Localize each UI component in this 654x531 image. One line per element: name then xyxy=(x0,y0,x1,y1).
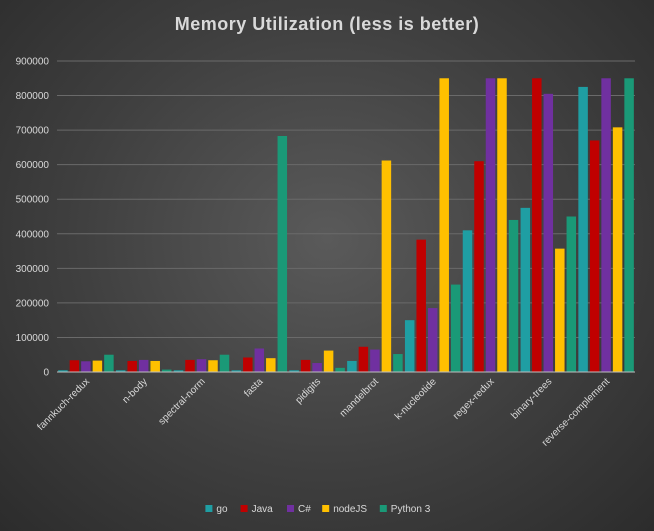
x-tick-label: k-nucleotide xyxy=(393,376,439,422)
bar-c#-reverse-complement xyxy=(601,78,611,373)
legend-swatch xyxy=(322,505,330,512)
x-tick-label: regex-redux xyxy=(451,376,497,422)
legend-label: Python 3 xyxy=(391,504,431,515)
bar-java-pidigits xyxy=(300,359,311,372)
y-tick-label: 200000 xyxy=(16,298,50,309)
chart-title: Memory Utilization (less is better) xyxy=(175,14,480,34)
y-tick-label: 600000 xyxy=(16,160,50,171)
x-axis-ticks: fannkuch-redux n-body spectral-norm fasta pi… xyxy=(35,376,612,449)
bar-java-n-body xyxy=(127,360,137,372)
x-tick-label: mandelbrot xyxy=(338,376,381,419)
bar-python-3-pidigits xyxy=(335,367,345,372)
legend-label: Java xyxy=(252,504,274,515)
bar-nodejs-fannkuch-redux xyxy=(92,360,103,372)
bar-c#-pidigits xyxy=(312,363,322,372)
bar-nodejs-reverse-complement xyxy=(612,127,623,372)
bar-go-pidigits xyxy=(289,370,299,372)
bar-python-3-k-nucleotide xyxy=(450,284,461,372)
bar-java-reverse-complement xyxy=(589,140,600,372)
x-tick-label: fannkuch-redux xyxy=(35,376,92,433)
y-tick-label: 100000 xyxy=(16,333,50,344)
y-tick-label: 0 xyxy=(43,368,49,379)
bar-java-regex-redux xyxy=(474,161,484,372)
legend-label: nodeJS xyxy=(333,504,367,515)
bar-nodejs-spectral-norm xyxy=(208,360,218,372)
gridlines xyxy=(57,60,635,338)
y-tick-label: 400000 xyxy=(16,229,50,240)
bar-c#-spectral-norm xyxy=(196,359,207,372)
bars xyxy=(58,78,634,373)
bar-c#-k-nucleotide xyxy=(427,308,438,372)
bar-c#-fannkuch-redux xyxy=(81,361,91,372)
y-axis-ticks: 0 100000 200000 300000 400000 500000 600000 700… xyxy=(16,57,50,379)
bar-python-3-spectral-norm xyxy=(219,354,230,372)
bar-nodejs-fasta xyxy=(266,358,276,372)
y-tick-label: 300000 xyxy=(16,264,50,275)
bar-nodejs-mandelbrot xyxy=(381,160,392,372)
bar-go-fasta xyxy=(231,370,242,372)
y-tick-label: 500000 xyxy=(16,195,50,206)
bar-go-reverse-complement xyxy=(578,86,588,373)
bar-java-binary-trees xyxy=(532,78,542,373)
bar-c#-mandelbrot xyxy=(370,349,380,372)
x-tick-label: pidigits xyxy=(293,376,323,406)
bar-nodejs-k-nucleotide xyxy=(439,78,449,373)
bar-go-mandelbrot xyxy=(347,360,357,372)
y-tick-label: 900000 xyxy=(16,57,50,68)
bar-go-spectral-norm xyxy=(173,370,184,372)
bar-python-3-regex-redux xyxy=(508,219,519,372)
legend-swatch xyxy=(379,505,387,512)
bar-c#-fasta xyxy=(254,348,265,372)
legend-swatch xyxy=(205,505,213,512)
bar-c#-regex-redux xyxy=(485,78,496,373)
bar-nodejs-pidigits xyxy=(323,350,334,372)
bar-nodejs-n-body xyxy=(150,360,160,372)
bar-go-fannkuch-redux xyxy=(58,370,68,372)
legend-label: go xyxy=(216,504,228,515)
bar-python-3-fannkuch-redux xyxy=(104,354,114,372)
bar-go-regex-redux xyxy=(462,230,473,372)
legend: go Java C# nodeJS Python 3 xyxy=(205,504,431,515)
x-tick-label: n-body xyxy=(120,376,149,405)
legend-label: C# xyxy=(298,504,311,515)
x-tick-label: binary-trees xyxy=(509,376,554,421)
bar-java-fasta xyxy=(243,357,253,372)
bar-c#-binary-trees xyxy=(543,93,554,373)
legend-swatch xyxy=(287,505,294,512)
bar-python-3-binary-trees xyxy=(566,216,577,372)
y-tick-label: 700000 xyxy=(16,126,50,137)
bar-nodejs-binary-trees xyxy=(555,248,565,372)
bar-go-n-body xyxy=(115,370,126,372)
bar-java-spectral-norm xyxy=(185,359,195,372)
x-tick-label: fasta xyxy=(242,376,265,399)
y-tick-label: 800000 xyxy=(16,91,50,102)
bar-python-3-fasta xyxy=(277,135,288,372)
bar-nodejs-regex-redux xyxy=(497,78,507,373)
bar-go-binary-trees xyxy=(520,207,531,372)
bar-java-mandelbrot xyxy=(358,346,369,372)
bar-go-k-nucleotide xyxy=(404,320,415,372)
bar-python-3-reverse-complement xyxy=(624,78,634,373)
bar-c#-n-body xyxy=(138,359,149,372)
x-tick-label: spectral-norm xyxy=(157,376,208,427)
bar-java-k-nucleotide xyxy=(416,239,426,372)
bar-java-fannkuch-redux xyxy=(69,360,80,372)
bar-python-3-mandelbrot xyxy=(393,354,403,372)
legend-swatch xyxy=(240,505,248,512)
bar-python-3-n-body xyxy=(161,369,172,372)
